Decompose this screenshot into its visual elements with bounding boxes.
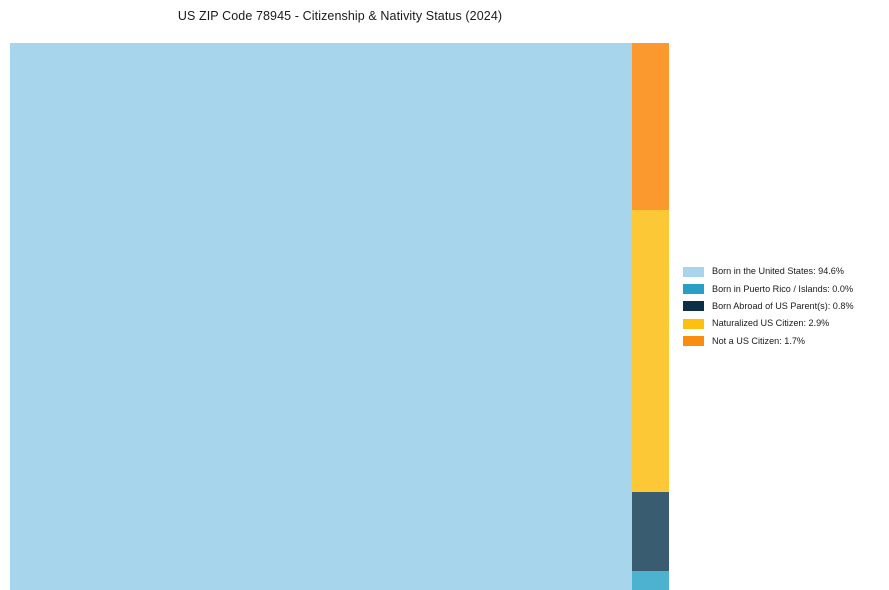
treemap-tile[interactable]: Not a US Citizen: 1.7% [632,43,669,210]
legend-swatch-icon [683,284,704,295]
legend-item-label: Born in the United States: 94.6% [712,266,844,277]
legend-swatch-icon [683,301,704,312]
legend-swatch-icon [683,266,704,277]
legend-item[interactable]: Not a US Citizen: 1.7% [683,333,883,350]
treemap-tile[interactable]: Born in the United States: 94.6% [10,43,632,590]
treemap-tile[interactable]: Naturalized US Citizen: 2.9% [632,209,669,492]
legend-swatch-icon [683,336,704,347]
legend-swatch-icon [683,318,704,329]
chart-legend: Born in the United States: 94.6% Born in … [683,263,883,350]
legend-item-label: Not a US Citizen: 1.7% [712,335,805,346]
legend-item[interactable]: Naturalized US Citizen: 2.9% [683,315,883,332]
treemap-tile[interactable]: Born Abroad of US Parent(s): 0.8% [632,491,669,571]
legend-item-label: Naturalized US Citizen: 2.9% [712,318,830,329]
legend-item[interactable]: Born Abroad of US Parent(s): 0.8% [683,298,883,315]
legend-item[interactable]: Born in the United States: 94.6% [683,263,883,280]
legend-item-label: Born Abroad of US Parent(s): 0.8% [712,300,854,311]
treemap-tile[interactable]: Born in Puerto Rico / Islands: 0.0% [632,570,669,590]
legend-item[interactable]: Born in Puerto Rico / Islands: 0.0% [683,280,883,297]
treemap-plot-area: Born in the United States: 94.6%Not a US… [10,43,669,590]
legend-item-label: Born in Puerto Rico / Islands: 0.0% [712,283,854,294]
page-title: US ZIP Code 78945 - Citizenship & Nativi… [177,9,503,23]
